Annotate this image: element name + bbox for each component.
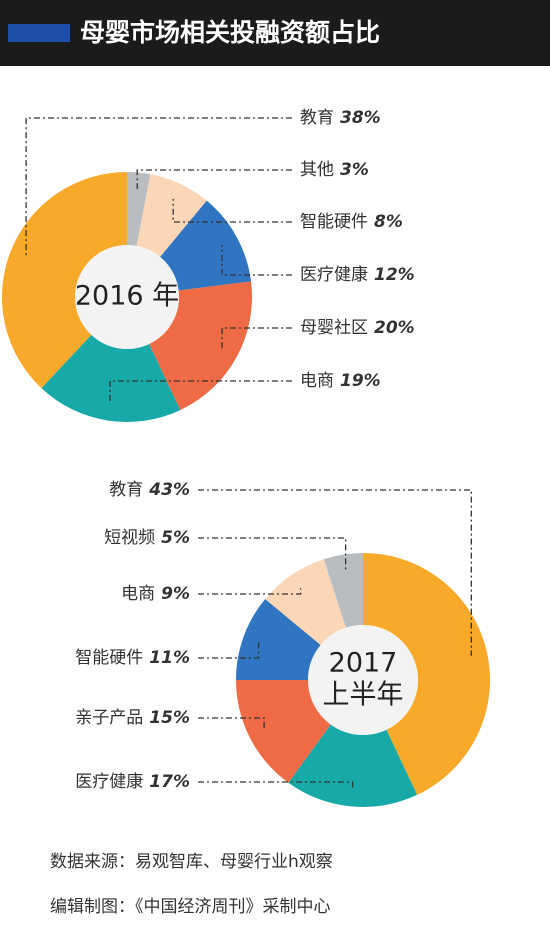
value-label: 5%	[161, 528, 190, 548]
slice-label: 教育 38%	[300, 108, 381, 128]
category-name: 智能硬件	[300, 212, 368, 232]
donut-slice	[2, 172, 128, 389]
slice-label: 医疗健康 12%	[300, 265, 415, 285]
value-label: 9%	[161, 584, 190, 604]
value-label: 11%	[149, 648, 190, 668]
category-name: 亲子产品	[75, 708, 143, 728]
donut-slice	[149, 281, 252, 411]
slice-label: 教育 43%	[109, 480, 190, 500]
category-name: 医疗健康	[75, 772, 143, 792]
value-label: 43%	[148, 480, 190, 500]
leader-line	[198, 588, 302, 595]
donut-slice	[127, 172, 151, 246]
leader-line	[198, 717, 265, 731]
category-name: 其他	[300, 160, 334, 180]
slice-label: 电商 9%	[121, 584, 190, 604]
leader-line	[221, 244, 292, 276]
credit-line: 编辑制图：《中国经济周刊》采制中心	[50, 897, 331, 917]
leader-line	[136, 169, 292, 189]
category-name: 短视频	[104, 528, 155, 548]
value-label: 12%	[374, 265, 415, 285]
donut-slice	[265, 559, 347, 645]
value-label: 19%	[340, 371, 381, 391]
donut-hole	[75, 245, 179, 349]
value-label: 38%	[340, 108, 381, 128]
value-label: 20%	[374, 318, 415, 338]
category-name: 教育	[109, 480, 143, 500]
leader-line	[109, 380, 292, 405]
donut-slice	[363, 553, 490, 795]
slice-label: 电商 19%	[300, 371, 381, 391]
header-bar	[0, 0, 550, 66]
center-label: 2017	[329, 648, 398, 679]
value-label: 3%	[340, 160, 369, 180]
donut-slice	[160, 200, 252, 291]
leader-line	[198, 537, 347, 571]
slice-label: 其他 3%	[300, 160, 369, 180]
donut-slice	[236, 599, 321, 680]
leader-line	[221, 327, 292, 350]
leader-line	[25, 117, 292, 258]
donut-slice	[236, 680, 331, 783]
category-name: 教育	[300, 108, 334, 128]
category-name: 智能硬件	[75, 648, 143, 668]
slice-label: 亲子产品 15%	[75, 708, 190, 728]
category-name: 电商	[300, 371, 334, 391]
center-label: 2016 年	[75, 281, 179, 312]
center-label: 上半年	[323, 680, 404, 711]
donut-slice	[288, 724, 418, 807]
slice-label: 智能硬件 8%	[300, 212, 403, 232]
slice-label: 母婴社区 20%	[300, 318, 415, 338]
category-name: 母婴社区	[300, 318, 368, 338]
page-title: 母婴市场相关投融资额占比	[80, 18, 380, 47]
leader-line	[198, 642, 260, 659]
category-name: 医疗健康	[300, 265, 368, 285]
slice-label: 智能硬件 11%	[75, 648, 190, 668]
donut-hole	[308, 625, 418, 735]
value-label: 17%	[149, 772, 190, 792]
leader-line	[198, 781, 354, 791]
header-accent	[8, 24, 70, 42]
value-label: 15%	[149, 708, 190, 728]
slice-label: 医疗健康 17%	[75, 772, 190, 792]
donut-slice	[136, 174, 207, 257]
donut-slice	[41, 334, 181, 422]
donut-slice	[323, 553, 363, 628]
source-line: 数据来源：易观智库、母婴行业h观察	[50, 852, 333, 872]
slice-label: 短视频 5%	[104, 528, 190, 548]
leader-line	[198, 489, 472, 656]
category-name: 电商	[121, 584, 155, 604]
value-label: 8%	[374, 212, 403, 232]
